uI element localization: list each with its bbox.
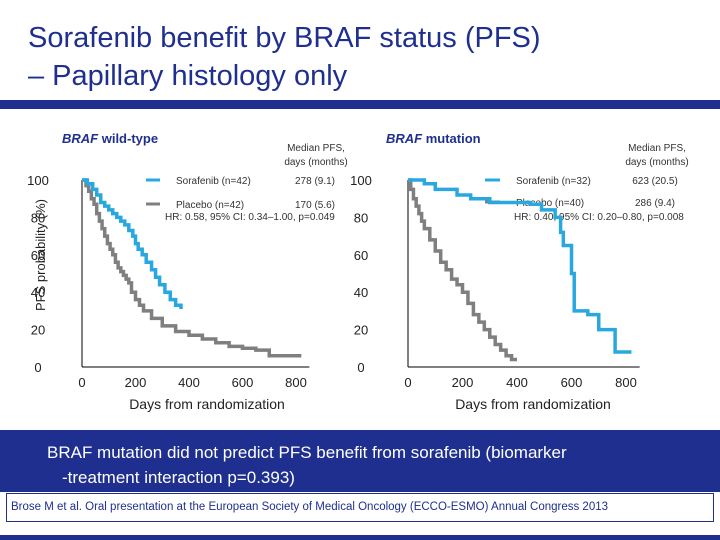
panel-2-x-tick-label: 400: [506, 375, 528, 390]
reference-box: Brose M et al. Oral presentation at the …: [6, 493, 714, 522]
reference-text: Brose M et al. Oral presentation at the …: [11, 501, 609, 513]
panel-1-y-tick-label: 80: [31, 210, 45, 225]
panel-2-median-header-line-1: Median PFS,: [628, 143, 686, 154]
panel-1-y-tick-label: 20: [31, 323, 45, 338]
panel-1-legend-label-sorafenib: Sorafenib (n=42): [176, 176, 251, 187]
panel-1-y-tick-label: 0: [34, 360, 41, 375]
slide-title-line-2: – Papillary histology only: [28, 60, 348, 92]
panel-2-y-tick-label: 0: [357, 360, 364, 375]
panel-2-legend-label-sorafenib: Sorafenib (n=32): [516, 176, 591, 187]
panel-1-km-curve-placebo: [82, 178, 302, 358]
panel-2-x-axis-label: Days from randomization: [455, 396, 611, 412]
panel-2-legend-label-placebo: Placebo (n=40): [516, 198, 584, 209]
title-area: Sorafenib benefit by BRAF status (PFS) –…: [0, 0, 720, 98]
panel-2-x-tick-label: 600: [561, 375, 583, 390]
panel-1-legend-label-placebo: Placebo (n=42): [176, 200, 244, 211]
panel-1-x-tick-label: 600: [232, 375, 254, 390]
slide-title-line-1: Sorafenib benefit by BRAF status (PFS): [28, 22, 541, 54]
panel-1-y-tick-label: 60: [31, 248, 45, 263]
conclusion-line-2: -treatment interaction p=0.393): [62, 468, 295, 487]
panel-2-median-value-sorafenib: 623 (20.5): [632, 176, 678, 187]
panel-2-y-tick-label: 20: [354, 323, 368, 338]
panel-1-x-tick-label: 0: [78, 375, 85, 390]
panel-1-median-header-line-2: days (months): [284, 157, 347, 168]
conclusion-line-1: BRAF mutation did not predict PFS benefi…: [47, 443, 567, 462]
bottom-divider: [0, 535, 720, 540]
panel-1-x-axis-label: Days from randomization: [129, 396, 285, 412]
panel-2-x-tick-label: 800: [615, 375, 637, 390]
panel-1-y-tick-label: 40: [31, 285, 45, 300]
panel-2-y-tick-label: 40: [354, 285, 368, 300]
panel-2-y-tick-label: 60: [354, 248, 368, 263]
panel-1-km-curve-sorafenib: [82, 178, 183, 310]
panel-2-x-tick-label: 200: [452, 375, 474, 390]
panel-1-x-tick-label: 200: [125, 375, 147, 390]
panel-1-median-value-placebo: 170 (5.6): [295, 200, 335, 211]
conclusion-banner: BRAF mutation did not predict PFS benefi…: [0, 430, 720, 492]
panel-2-hazard-ratio: HR: 0.40, 95% CI: 0.20–0.80, p=0.008: [514, 212, 684, 223]
panel-2-median-header-line-2: days (months): [625, 157, 688, 168]
panel-1-hazard-ratio: HR: 0.58, 95% CI: 0.34–1.00, p=0.049: [165, 212, 335, 223]
panel-1-median-header-line-1: Median PFS,: [287, 143, 345, 154]
panel-2-km-curve-sorafenib: [408, 178, 632, 354]
panel-1-x-tick-label: 800: [285, 375, 307, 390]
panel-1-y-tick-label: 100: [27, 173, 49, 188]
panel-1-x-tick-label: 400: [178, 375, 200, 390]
title-divider: [0, 100, 720, 109]
panel-2-y-tick-label: 80: [354, 210, 368, 225]
panel-2-x-tick-label: 0: [404, 375, 411, 390]
panel-1-median-value-sorafenib: 278 (9.1): [295, 176, 335, 187]
panel-1-subtitle: BRAF wild-type: [62, 131, 158, 146]
footer: Brose M et al. Oral presentation at the …: [0, 492, 720, 540]
panel-2-km-curve-placebo: [408, 178, 517, 362]
panel-2-subtitle: BRAF mutation: [386, 131, 481, 146]
panel-2-median-value-placebo: 286 (9.4): [635, 198, 675, 209]
panel-2-y-tick-label: 100: [350, 173, 372, 188]
panel-1-y-axis-label: PFS probability (%): [33, 199, 48, 311]
